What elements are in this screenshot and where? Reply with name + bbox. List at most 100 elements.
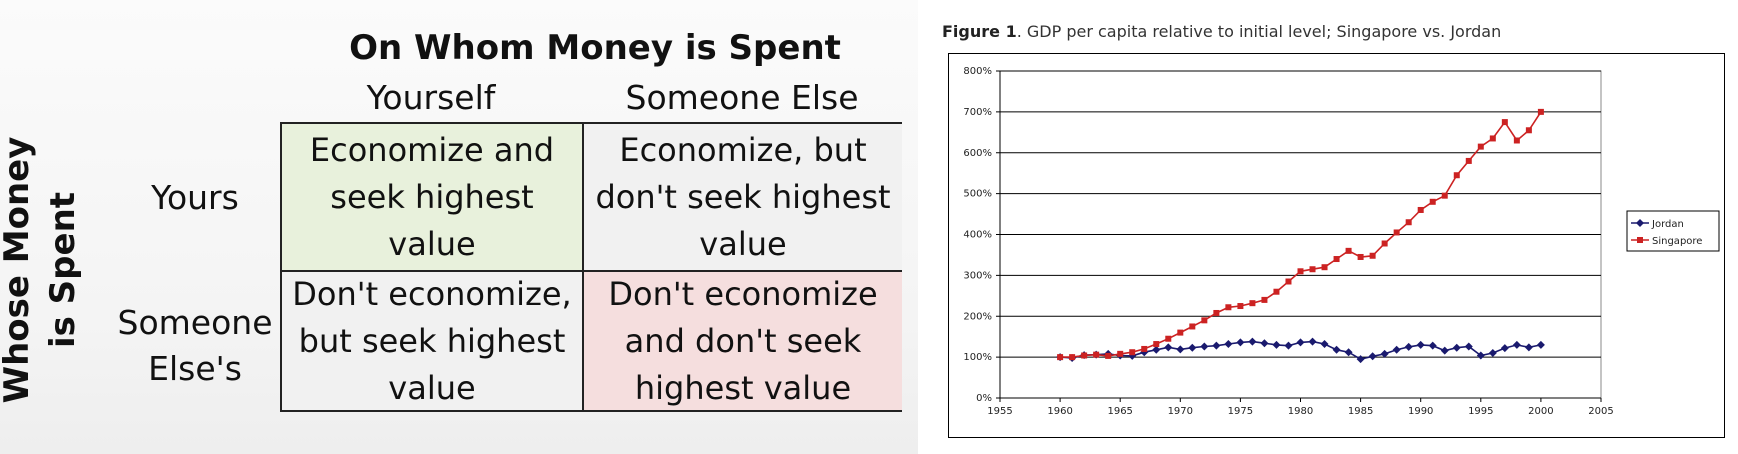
jordan-point bbox=[1392, 345, 1401, 354]
x-tick-label: 1985 bbox=[1348, 406, 1373, 417]
jordan-point bbox=[1320, 340, 1329, 349]
matrix-grid: Economize and seek highest value Economi… bbox=[280, 122, 902, 412]
jordan-point bbox=[1152, 345, 1161, 354]
singapore-point bbox=[1417, 206, 1424, 213]
singapore-point bbox=[1369, 252, 1376, 259]
singapore-point bbox=[1117, 350, 1124, 357]
row-header-yours: Yours bbox=[151, 178, 239, 217]
jordan-point bbox=[1200, 342, 1209, 351]
singapore-point bbox=[1405, 219, 1412, 226]
singapore-point bbox=[1429, 198, 1436, 205]
jordan-point bbox=[1404, 342, 1413, 351]
singapore-point bbox=[1477, 143, 1484, 150]
singapore-point bbox=[1381, 240, 1388, 247]
singapore-point bbox=[1165, 335, 1172, 342]
jordan-point bbox=[1512, 340, 1521, 349]
singapore-point bbox=[1249, 300, 1256, 307]
x-tick-label: 1990 bbox=[1408, 406, 1433, 417]
singapore-point bbox=[1489, 135, 1496, 142]
singapore-point bbox=[1465, 157, 1472, 164]
jordan-point bbox=[1260, 339, 1269, 348]
matrix-cell-own-money-other: Economize, but don't seek highest value bbox=[584, 124, 902, 272]
singapore-point bbox=[1129, 349, 1136, 356]
legend-marker-singapore bbox=[1637, 237, 1643, 243]
legend-label-singapore: Singapore bbox=[1652, 236, 1702, 247]
x-tick-label: 1975 bbox=[1228, 406, 1253, 417]
x-tick-label: 1965 bbox=[1107, 406, 1132, 417]
jordan-point bbox=[1248, 337, 1257, 346]
jordan-point bbox=[1164, 343, 1173, 352]
jordan-point bbox=[1428, 341, 1437, 350]
matrix-cell-own-money-self: Economize and seek highest value bbox=[282, 124, 584, 272]
singapore-point bbox=[1321, 264, 1328, 271]
singapore-point bbox=[1393, 229, 1400, 236]
legend-marker-jordan bbox=[1636, 219, 1644, 227]
singapore-point bbox=[1309, 266, 1316, 273]
figure-caption-label: Figure 1 bbox=[942, 22, 1017, 41]
column-header-yourself: Yourself bbox=[366, 78, 496, 117]
y-tick-label: 300% bbox=[963, 270, 992, 281]
jordan-point bbox=[1452, 343, 1461, 352]
y-tick-label: 100% bbox=[963, 352, 992, 363]
row-header-someone-elses: Someone Else's bbox=[117, 303, 273, 388]
jordan-point bbox=[1524, 343, 1533, 352]
y-tick-label: 600% bbox=[963, 148, 992, 159]
jordan-point bbox=[1212, 341, 1221, 350]
gdp-line-chart: 0% 100% 200% 300% 400% 500% 600% 700% 800% 1955 19… bbox=[963, 66, 1720, 417]
jordan-point bbox=[1476, 351, 1485, 360]
singapore-point bbox=[1345, 247, 1352, 254]
singapore-point bbox=[1201, 317, 1208, 324]
singapore-point bbox=[1081, 352, 1088, 359]
jordan-point bbox=[1380, 349, 1389, 358]
x-tick-label: 2005 bbox=[1588, 406, 1613, 417]
matrix-title: On Whom Money is Spent bbox=[349, 28, 841, 68]
jordan-point bbox=[1284, 341, 1293, 350]
x-tick-label: 1980 bbox=[1288, 406, 1313, 417]
singapore-point bbox=[1141, 345, 1148, 352]
x-tick-label: 1970 bbox=[1168, 406, 1193, 417]
singapore-point bbox=[1501, 119, 1508, 126]
singapore-point bbox=[1177, 329, 1184, 336]
singapore-point bbox=[1153, 341, 1160, 348]
jordan-point bbox=[1236, 338, 1245, 347]
jordan-point bbox=[1464, 342, 1473, 351]
singapore-point bbox=[1261, 296, 1268, 303]
jordan-point bbox=[1500, 344, 1509, 353]
singapore-point bbox=[1297, 268, 1304, 275]
y-tick-label: 700% bbox=[963, 107, 992, 118]
jordan-point bbox=[1308, 337, 1317, 346]
matrix-cell-other-money-other: Don't economize and don't seek highest v… bbox=[584, 272, 902, 410]
x-tick-label: 1995 bbox=[1468, 406, 1493, 417]
singapore-point bbox=[1225, 304, 1232, 311]
y-tick-label: 500% bbox=[963, 189, 992, 200]
singapore-point bbox=[1285, 278, 1292, 285]
singapore-point bbox=[1069, 354, 1076, 361]
y-tick-label: 0% bbox=[976, 393, 992, 404]
column-header-someone-else: Someone Else bbox=[625, 78, 859, 117]
singapore-point bbox=[1453, 172, 1460, 179]
singapore-point bbox=[1513, 137, 1520, 144]
singapore-point bbox=[1105, 352, 1112, 359]
y-tick-label: 200% bbox=[963, 311, 992, 322]
jordan-point bbox=[1488, 349, 1497, 358]
figure-caption-text: . GDP per capita relative to initial lev… bbox=[1016, 22, 1502, 41]
singapore-point bbox=[1213, 309, 1220, 316]
legend-label-jordan: Jordan bbox=[1651, 219, 1684, 230]
x-tick-label: 1955 bbox=[987, 406, 1012, 417]
jordan-point bbox=[1536, 340, 1545, 349]
y-tick-label: 400% bbox=[963, 230, 992, 241]
jordan-point bbox=[1176, 345, 1185, 354]
side-title: Whose Money is Spent bbox=[0, 136, 83, 404]
matrix-cell-other-money-self: Don't economize, but seek highest value bbox=[282, 272, 584, 410]
matrix-panel: On Whom Money is Spent Yourself Someone … bbox=[0, 0, 918, 454]
x-tick-label: 2000 bbox=[1528, 406, 1553, 417]
singapore-point bbox=[1525, 127, 1532, 134]
singapore-point bbox=[1189, 323, 1196, 330]
singapore-point bbox=[1273, 288, 1280, 295]
jordan-point bbox=[1188, 343, 1197, 352]
x-tick-label: 1960 bbox=[1047, 406, 1072, 417]
singapore-point bbox=[1441, 192, 1448, 199]
singapore-point bbox=[1237, 303, 1244, 310]
jordan-point bbox=[1344, 348, 1353, 357]
singapore-point bbox=[1537, 108, 1544, 115]
